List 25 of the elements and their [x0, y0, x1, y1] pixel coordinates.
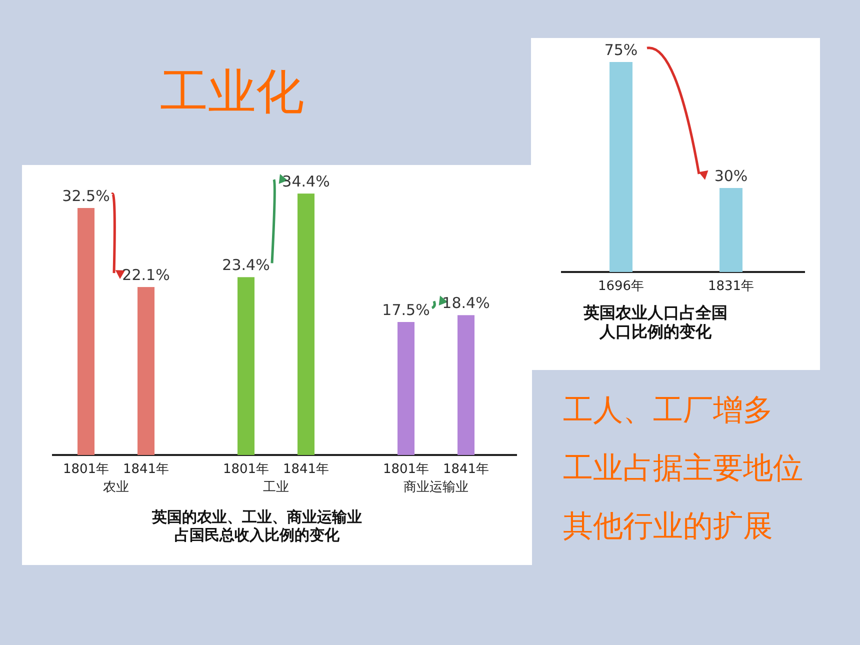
text: 英国的农业、工业、商业运输业占国民总收入比例的变化 [151, 508, 362, 544]
data-label: 75% [604, 41, 638, 59]
data-label: 32.5% [62, 187, 110, 205]
data-label: 30% [714, 167, 748, 185]
x-tick-label: 1841年 [282, 462, 330, 477]
x-tick-label: 1831年 [708, 279, 754, 294]
x-tick-label: 1696年 [598, 279, 644, 294]
text: 英国农业人口占全国人口比例的变化 [582, 303, 728, 341]
text: 其他行业的扩展 [563, 509, 773, 544]
text: 农业 [103, 480, 129, 495]
data-label: 34.4% [282, 172, 330, 191]
x-tick-label: 1841年 [122, 462, 170, 477]
text: 工业 [263, 480, 289, 495]
text: 工业占据主要地位 [563, 451, 803, 486]
x-tick-label: 1801年 [62, 462, 110, 477]
data-label: 18.4% [442, 294, 490, 312]
data-label: 17.5% [382, 301, 430, 319]
text: 工业化 [160, 64, 304, 120]
data-label: 23.4% [222, 256, 270, 274]
text: 商业运输业 [404, 480, 468, 495]
text: 工人、工厂增多 [563, 393, 773, 428]
x-tick-label: 1841年 [442, 462, 490, 477]
x-tick-label: 1801年 [222, 462, 270, 477]
data-label: 22.1% [122, 266, 170, 284]
x-tick-label: 1801年 [382, 462, 430, 477]
